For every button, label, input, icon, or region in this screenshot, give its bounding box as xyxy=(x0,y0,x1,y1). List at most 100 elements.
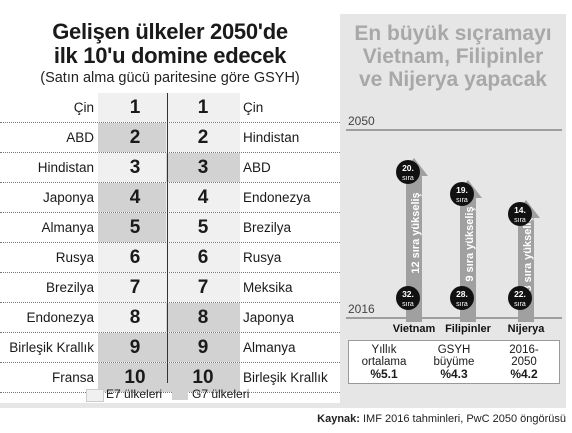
right-country: Çin xyxy=(243,100,264,115)
left-country: Almanya xyxy=(41,220,94,235)
table-row: Rusya 6 6 Rusya xyxy=(0,243,340,273)
jump-arrow xyxy=(400,158,428,322)
source-note: Kaynak: IMF 2016 tahminleri, PwC 2050 ön… xyxy=(317,413,566,425)
left-country: Endonezya xyxy=(26,310,94,325)
right-title-line2: Vietnam, Filipinler xyxy=(362,45,544,68)
left-rank: 10 xyxy=(98,363,172,392)
end-rank-badge-unit: sıra xyxy=(514,217,526,224)
growth-value: %4.3 xyxy=(440,367,468,381)
left-country: Japonya xyxy=(42,190,94,205)
table-row: ABD 2 2 Hindistan xyxy=(0,123,340,153)
start-rank-badge-value: 22. xyxy=(514,289,526,299)
left-rank: 5 xyxy=(98,213,172,242)
jump-chart: 2050 2016 12 sıra yükseliş 20. sıra 32. sıra… xyxy=(346,114,562,335)
right-country: Brezilya xyxy=(243,220,292,235)
right-rank: 2 xyxy=(166,123,240,152)
left-country: ABD xyxy=(66,130,94,145)
right-country: Meksika xyxy=(243,280,293,295)
growth-column: 2016- 2050 %4.2 xyxy=(489,341,559,380)
start-rank-badge-value: 32. xyxy=(402,289,414,299)
right-rank: 7 xyxy=(166,273,240,302)
growth-label: 2050 xyxy=(511,356,537,368)
page-subtitle: (Satın alma gücü paritesine göre GSYH) xyxy=(40,70,300,86)
end-rank-badge xyxy=(396,160,420,184)
jump-label: 12 sıra yükseliş xyxy=(410,192,422,273)
table-row: Hindistan 3 3 ABD xyxy=(0,153,340,183)
growth-column: Yıllık ortalama %5.1 xyxy=(349,341,419,380)
table-row: Japonya 4 4 Endonezya xyxy=(0,183,340,213)
left-rank: 7 xyxy=(98,273,172,302)
left-country: Fransa xyxy=(51,370,94,385)
right-country: Japonya xyxy=(243,310,295,325)
growth-value: %5.1 xyxy=(370,367,398,381)
arrow-country-label: Vietnam xyxy=(393,323,436,335)
left-rank: 4 xyxy=(98,183,172,212)
right-rank: 1 xyxy=(166,93,240,122)
end-rank-badge-unit: sıra xyxy=(456,197,468,204)
jump-label: 8 sıra yükseliş xyxy=(522,216,534,291)
left-country: Hindistan xyxy=(37,160,94,175)
right-country: Rusya xyxy=(243,250,282,265)
e7-swatch xyxy=(86,389,104,402)
legend: E7 ülkeleri G7 ülkeleri xyxy=(0,385,340,403)
growth-label: büyüme xyxy=(433,356,475,368)
e7-legend-label: E7 ülkeleri xyxy=(106,387,163,401)
end-rank-badge xyxy=(450,182,474,206)
end-rank-badge-unit: sıra xyxy=(402,175,414,182)
right-country: Birleşik Krallık xyxy=(243,370,328,385)
right-rank: 6 xyxy=(166,243,240,272)
right-country: ABD xyxy=(243,160,271,175)
growth-label: ortalama xyxy=(361,356,407,368)
table-row: Fransa 10 10 Birleşik Krallık xyxy=(0,363,340,393)
right-country: Endonezya xyxy=(243,190,311,205)
table-divider xyxy=(167,93,168,383)
right-country: Hindistan xyxy=(243,130,300,145)
right-title-line1: En büyük sıçramayı xyxy=(354,22,552,45)
start-rank-badge-value: 28. xyxy=(456,289,468,299)
right-rank: 3 xyxy=(166,153,240,182)
right-rank: 10 xyxy=(166,363,240,392)
year-2016-label: 2016 xyxy=(348,302,375,316)
table-row: Endonezya 8 8 Japonya xyxy=(0,303,340,333)
growth-label: GSYH xyxy=(437,344,471,356)
ranking-table: Çin 1 1 Çin ABD 2 2 Hindistan Hindistan 3 3 ABD Japo… xyxy=(0,93,340,393)
page-title-line1: Gelişen ülkeler 2050'de xyxy=(52,19,288,44)
left-rank: 3 xyxy=(98,153,172,182)
table-row: Brezilya 7 7 Meksika xyxy=(0,273,340,303)
jump-label: 9 sıra yükseliş xyxy=(464,206,476,281)
left-country: Brezilya xyxy=(45,280,94,295)
growth-label: 2016- xyxy=(509,344,539,356)
end-rank-badge-value: 20. xyxy=(402,163,414,173)
end-rank-badge xyxy=(508,202,532,226)
end-rank-badge-value: 19. xyxy=(456,185,468,195)
left-rank: 8 xyxy=(98,303,172,332)
start-rank-badge-unit: sıra xyxy=(514,301,526,308)
g7-legend-label: G7 ülkeleri xyxy=(192,387,250,401)
right-rank: 4 xyxy=(166,183,240,212)
right-rank: 5 xyxy=(166,213,240,242)
right-rank: 9 xyxy=(166,333,240,362)
right-title-line3: ve Nijerya yapacak xyxy=(359,68,547,91)
footer-bar xyxy=(0,403,566,408)
table-row: Çin 1 1 Çin xyxy=(0,93,340,123)
arrow-country-label: Filipinler xyxy=(445,323,492,335)
source-prefix: Kaynak: xyxy=(317,413,360,425)
left-country: Çin xyxy=(73,100,94,115)
source-text: IMF 2016 tahminleri, PwC 2050 öngörüsü xyxy=(363,413,566,425)
start-rank-badge xyxy=(396,286,420,310)
year-2050-label: 2050 xyxy=(348,114,375,128)
growth-box: Yıllık ortalama %5.1 GSYH büyüme %4.3 2016- 205… xyxy=(348,340,560,384)
left-country: Rusya xyxy=(55,250,94,265)
growth-label: Yıllık xyxy=(371,344,397,356)
start-rank-badge xyxy=(508,286,532,310)
arrow-country-label: Nijerya xyxy=(508,323,546,335)
left-country: Birleşik Krallık xyxy=(9,340,94,355)
start-rank-badge-unit: sıra xyxy=(456,301,468,308)
right-rank: 8 xyxy=(166,303,240,332)
start-rank-badge-unit: sıra xyxy=(402,301,414,308)
end-rank-badge-value: 14. xyxy=(514,205,526,215)
table-row: Birleşik Krallık 9 9 Almanya xyxy=(0,333,340,363)
left-rank: 2 xyxy=(98,123,172,152)
left-rank: 9 xyxy=(98,333,172,362)
left-rank: 6 xyxy=(98,243,172,272)
